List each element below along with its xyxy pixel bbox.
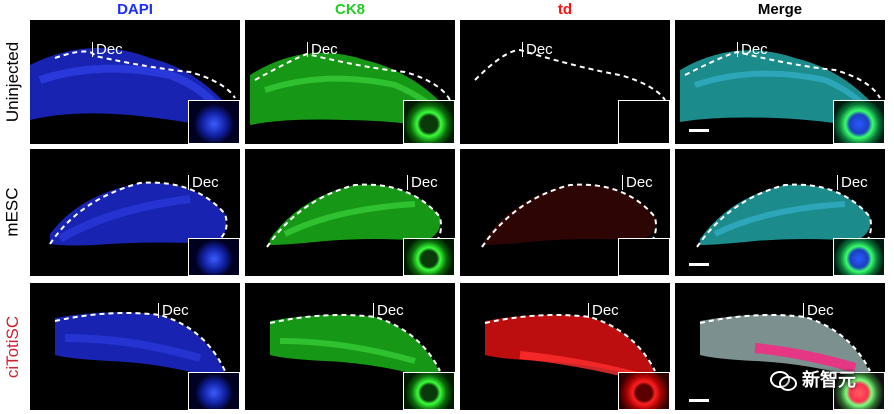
- panel-mesc-td: Dec: [460, 149, 670, 276]
- column-header-merge: Merge: [757, 1, 803, 18]
- inset-zoom: [403, 100, 455, 144]
- tissue-image: [474, 48, 666, 101]
- inset-zoom: [618, 100, 670, 144]
- inset-zoom: [188, 372, 240, 410]
- tissue-image: [699, 314, 871, 378]
- panel-citotisc-td: Dec: [460, 283, 670, 410]
- column-header-ck8: CK8: [334, 1, 365, 18]
- dec-label: Dec: [307, 42, 338, 57]
- dec-label: Dec: [92, 42, 123, 57]
- inset-zoom: [188, 100, 240, 144]
- scale-bar: [689, 263, 709, 266]
- inset-zoom: [618, 372, 670, 410]
- tissue-image: [696, 183, 872, 248]
- panel-citotisc-dapi: Dec: [30, 283, 240, 410]
- inset-zoom: [833, 372, 885, 410]
- row-label-uninjected: Uninjected: [3, 41, 23, 123]
- tissue-image: [269, 314, 441, 378]
- inset-zoom: [403, 372, 455, 410]
- dec-label: Dec: [803, 303, 834, 318]
- wechat-icon: [770, 369, 797, 391]
- inset-zoom: [618, 238, 670, 276]
- panel-mesc-dapi: Dec: [30, 149, 240, 276]
- panel-uninjected-dapi: Dec: [30, 20, 240, 144]
- tissue-image: [54, 312, 226, 378]
- dec-label: Dec: [188, 175, 219, 190]
- dec-label: Dec: [407, 175, 438, 190]
- column-header-dapi: DAPI: [117, 1, 153, 18]
- panel-mesc-ck8: Dec: [245, 149, 455, 276]
- inset-zoom: [833, 100, 885, 144]
- row-label-citotisc: ciTotiSC: [3, 315, 23, 379]
- dec-label: Dec: [522, 42, 553, 57]
- dec-label: Dec: [837, 175, 868, 190]
- panel-mesc-merge: Dec: [675, 149, 885, 276]
- watermark: 新智元: [770, 366, 856, 392]
- panel-uninjected-td: Dec: [460, 20, 670, 144]
- panel-citotisc-ck8: Dec: [245, 283, 455, 410]
- panel-uninjected-merge: Dec: [675, 20, 885, 144]
- dec-label: Dec: [622, 175, 653, 190]
- column-header-td: td: [557, 1, 573, 18]
- tissue-image: [266, 183, 442, 248]
- inset-zoom: [833, 238, 885, 276]
- panel-uninjected-ck8: Dec: [245, 20, 455, 144]
- row-label-mesc: mESC: [3, 187, 22, 237]
- inset-zoom: [188, 238, 240, 276]
- inset-zoom: [403, 238, 455, 276]
- dec-label: Dec: [158, 303, 189, 318]
- scale-bar: [689, 129, 709, 132]
- tissue-image: [49, 181, 228, 246]
- dec-label: Dec: [373, 303, 404, 318]
- dec-label: Dec: [737, 42, 768, 57]
- scale-bar: [689, 399, 709, 402]
- tissue-image: [481, 183, 657, 248]
- dec-label: Dec: [588, 303, 619, 318]
- watermark-text: 新智元: [802, 370, 856, 390]
